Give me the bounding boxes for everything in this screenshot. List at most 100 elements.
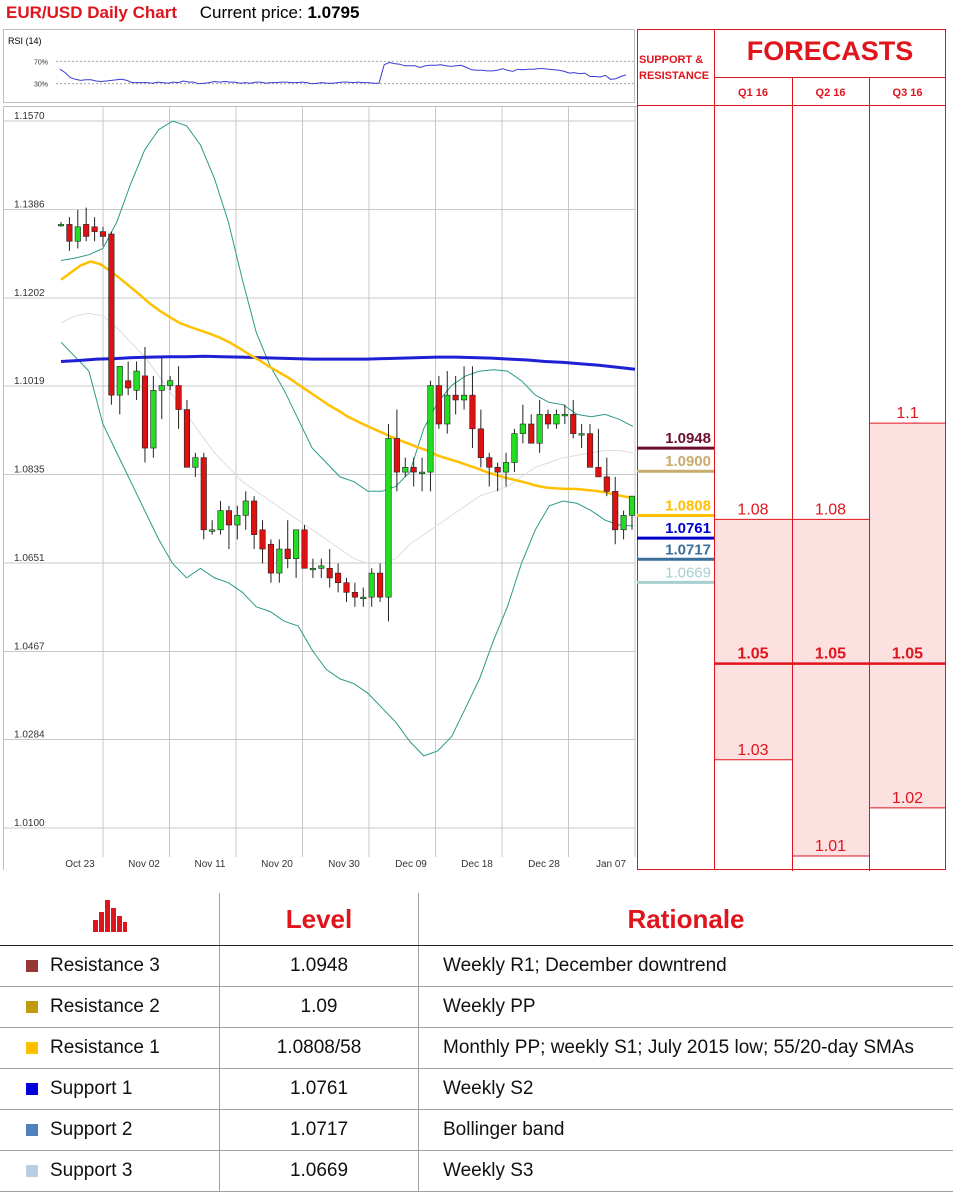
- candle-body: [57, 224, 65, 227]
- row-name-cell: Resistance 1: [0, 1027, 220, 1069]
- candle-body: [603, 476, 610, 492]
- candle-body: [536, 414, 543, 444]
- x-tick-label: Nov 02: [128, 859, 160, 870]
- sma20-line: [60, 312, 634, 564]
- x-tick-label: Dec 28: [528, 859, 560, 870]
- candle-body: [393, 438, 400, 473]
- candle-body: [251, 500, 258, 535]
- sr-level-label: 1.0669: [665, 564, 711, 581]
- candle-body: [612, 491, 619, 531]
- table-row: Support 3 1.0669 Weekly S3: [0, 1150, 953, 1192]
- levels-table: Level Rationale Resistance 3 1.0948 Weekly…: [0, 893, 953, 1192]
- row-rationale: Weekly PP: [418, 986, 953, 1028]
- row-level: 1.0669: [219, 1150, 419, 1192]
- candle-body: [242, 500, 249, 516]
- price-label: Current price:: [199, 3, 303, 22]
- candle-body: [469, 394, 476, 430]
- y-tick-label: 1.0467: [14, 641, 45, 652]
- row-rationale: Bollinger band: [418, 1109, 953, 1151]
- row-name-cell: Support 1: [0, 1068, 220, 1110]
- candle-body: [377, 572, 384, 598]
- row-level: 1.0948: [219, 945, 419, 987]
- forecast-value-label: 1.02: [892, 790, 923, 807]
- candle-body: [150, 390, 157, 449]
- candle-body: [183, 409, 191, 468]
- rsi-panel: RSI (14) 70% 30%: [3, 29, 635, 103]
- row-name: Resistance 2: [50, 996, 160, 1017]
- bar-chart-icon-cell: [0, 893, 220, 946]
- y-tick-label: 1.0651: [14, 553, 45, 564]
- candle-body: [116, 365, 123, 396]
- sr-level-label: 1.0808: [665, 497, 711, 514]
- candle-body: [276, 548, 283, 574]
- forecast-value-label: 1.05: [737, 646, 768, 663]
- candle-body: [200, 457, 207, 531]
- row-rationale: Weekly S3: [418, 1150, 953, 1192]
- table-row: Support 1 1.0761 Weekly S2: [0, 1068, 953, 1110]
- candle-body: [318, 565, 325, 569]
- candle-body: [335, 572, 342, 584]
- rsi-tick-label: 70%: [34, 59, 48, 66]
- x-tick-label: Oct 23: [65, 859, 95, 870]
- forecast-value-label: 1.05: [815, 646, 846, 663]
- candle-body: [402, 466, 409, 473]
- row-name: Support 1: [50, 1078, 133, 1099]
- sr-level-label: 1.0948: [665, 430, 711, 447]
- forecast-quarter-label: Q1 16: [738, 87, 768, 99]
- chart-header: EUR/USD Daily Chart Current price: 1.079…: [6, 3, 359, 25]
- sma200-line: [60, 354, 636, 371]
- color-swatch: [26, 959, 38, 972]
- color-swatch: [26, 1164, 38, 1177]
- price-value: 1.0795: [307, 3, 360, 22]
- candle-body: [125, 380, 132, 389]
- candle-body: [267, 543, 274, 574]
- candle-body: [66, 224, 73, 242]
- candle-body: [628, 495, 636, 516]
- candle-body: [368, 572, 375, 598]
- candle-body: [477, 428, 484, 458]
- candle-body: [494, 466, 501, 473]
- forecast-value-label: 1.08: [737, 501, 768, 518]
- row-level: 1.0808/58: [219, 1027, 419, 1069]
- table-row: Support 2 1.0717 Bollinger band: [0, 1109, 953, 1151]
- forecast-quarter-label: Q3 16: [893, 87, 923, 99]
- candle-body: [141, 375, 149, 449]
- table-row: Resistance 3 1.0948 Weekly R1; December do…: [0, 945, 953, 987]
- candlestick-chart: 1.1570 1.1386 1.1202 1.1019 1.0835 1.0651 1.04…: [4, 107, 636, 870]
- sr-level-label: 1.0717: [665, 541, 711, 558]
- y-tick-label: 1.1570: [14, 111, 45, 122]
- rsi-title: RSI (14): [8, 36, 42, 46]
- candle-body: [217, 510, 224, 531]
- candle-body: [620, 515, 627, 531]
- rsi-chart: RSI (14) 70% 30%: [8, 36, 634, 89]
- candle-body: [544, 414, 552, 425]
- candle-body: [133, 370, 140, 391]
- candle-body: [293, 529, 300, 559]
- candle-body: [309, 567, 316, 571]
- candle-body: [284, 548, 291, 559]
- forecast-range: [869, 423, 946, 808]
- bollinger-upper-line: [60, 120, 634, 492]
- x-tick-label: Nov 11: [195, 859, 226, 870]
- x-tick-label: Dec 18: [461, 859, 493, 870]
- candle-body: [570, 414, 577, 434]
- row-name: Resistance 1: [50, 1037, 160, 1058]
- forecast-panel: Q1 16 Q2 16 Q3 16 1.08 1.05 1.03 1.08 1.05 1.01 1…: [714, 29, 946, 871]
- candle-body: [511, 433, 518, 463]
- row-name-cell: Support 2: [0, 1109, 220, 1151]
- candle-body: [301, 529, 308, 569]
- candle-body: [234, 515, 241, 526]
- row-name: Resistance 3: [50, 955, 160, 976]
- row-rationale: Weekly S2: [418, 1068, 953, 1110]
- candle-body: [225, 510, 232, 526]
- candle-body: [343, 582, 350, 593]
- candle-body: [452, 394, 459, 401]
- forecast-value-label: 1.03: [737, 742, 768, 759]
- bar-chart-icon: [92, 899, 127, 932]
- candle-body: [326, 567, 333, 579]
- forecast-value-label: 1.01: [815, 838, 846, 855]
- forecast-value-label: 1.05: [892, 646, 923, 663]
- color-swatch: [26, 1041, 38, 1054]
- chart-title: EUR/USD Daily Chart: [6, 3, 177, 22]
- price-panel: 1.1570 1.1386 1.1202 1.1019 1.0835 1.0651 1.04…: [3, 106, 637, 870]
